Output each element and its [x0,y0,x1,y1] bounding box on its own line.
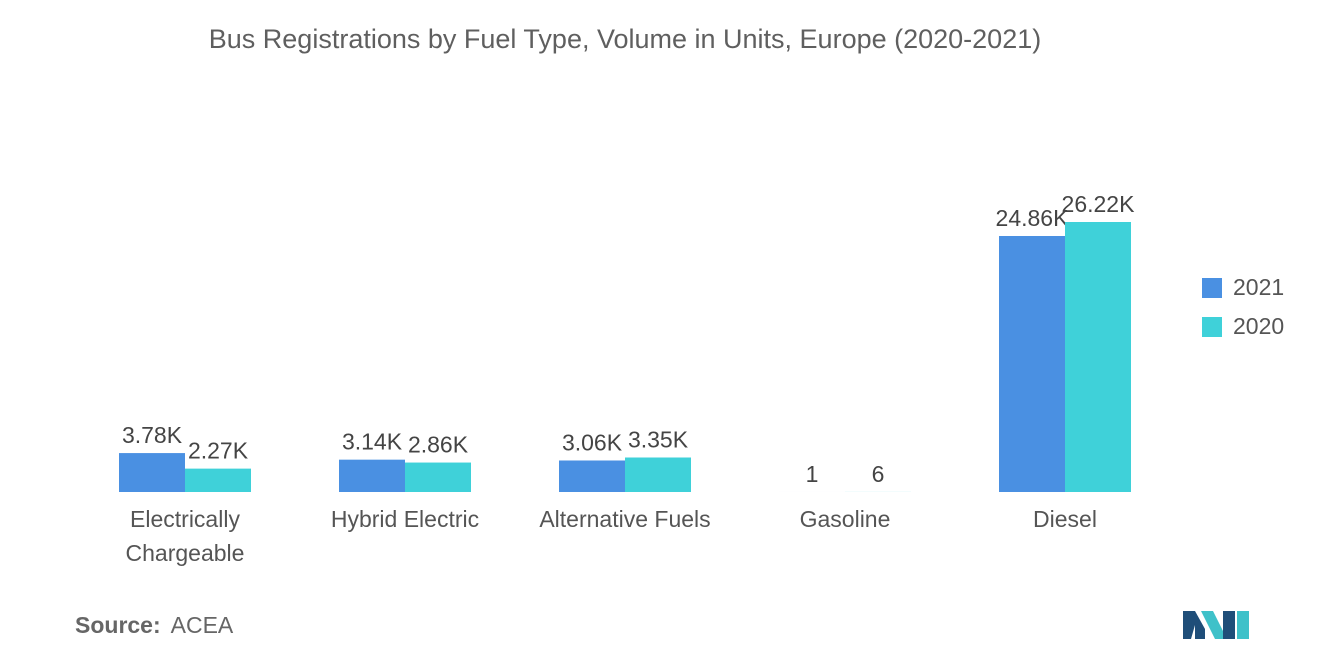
x-tick-label-alternative-fuels: Alternative Fuels [539,506,710,532]
logo-shape-mid [1201,611,1227,639]
bar-electrically-chargeable-2021 [119,453,185,492]
source-value: ACEA [170,612,234,638]
x-tick-label-gasoline: Gasoline [800,506,891,532]
x-tick-label-electrically-chargeable-line-1: Electrically [130,506,240,532]
legend-item-2021: 2021 [1202,268,1284,307]
legend-item-2020: 2020 [1202,307,1284,346]
bar-hybrid-electric-2021 [339,459,405,492]
data-label-alternative-fuels-2020: 3.35K [628,427,689,453]
data-label-gasoline-2021: 1 [806,461,819,487]
x-tick-label-hybrid-electric: Hybrid Electric [331,506,479,532]
bar-diesel-2020 [1065,222,1131,492]
logo-shape-right [1223,611,1235,639]
legend-label-2021: 2021 [1233,274,1285,300]
legend-swatch-2021 [1202,277,1222,298]
data-label-electrically-chargeable-2021: 3.78K [122,422,183,448]
bar-alternative-fuels-2020 [625,457,691,492]
data-label-gasoline-2020: 6 [872,461,885,487]
x-tick-label-diesel: Diesel [1033,506,1097,532]
data-label-hybrid-electric-2020: 2.86K [408,432,469,458]
data-label-diesel-2020: 26.22K [1062,191,1136,217]
data-label-alternative-fuels-2021: 3.06K [562,429,623,455]
legend-swatch-2020 [1202,316,1222,337]
bar-diesel-2021 [999,236,1065,492]
logo-shape-far-right [1237,611,1249,639]
bar-hybrid-electric-2020 [405,462,471,492]
x-tick-label-electrically-chargeable-line-2: Chargeable [126,540,245,566]
logo-shape-left [1183,611,1205,639]
data-label-diesel-2021: 24.86K [996,205,1070,231]
data-label-electrically-chargeable-2020: 2.27K [188,438,249,464]
bar-electrically-chargeable-2020 [185,468,251,492]
chart-title: Bus Registrations by Fuel Type, Volume i… [208,24,1042,54]
data-label-hybrid-electric-2021: 3.14K [342,429,403,455]
legend: 2021 2020 [1202,268,1284,346]
bar-alternative-fuels-2021 [559,460,625,492]
source-note: Source: ACEA [75,612,233,639]
mordor-intelligence-logo-icon [1183,611,1249,639]
source-key: Source: [75,612,161,638]
legend-label-2020: 2020 [1233,313,1285,339]
